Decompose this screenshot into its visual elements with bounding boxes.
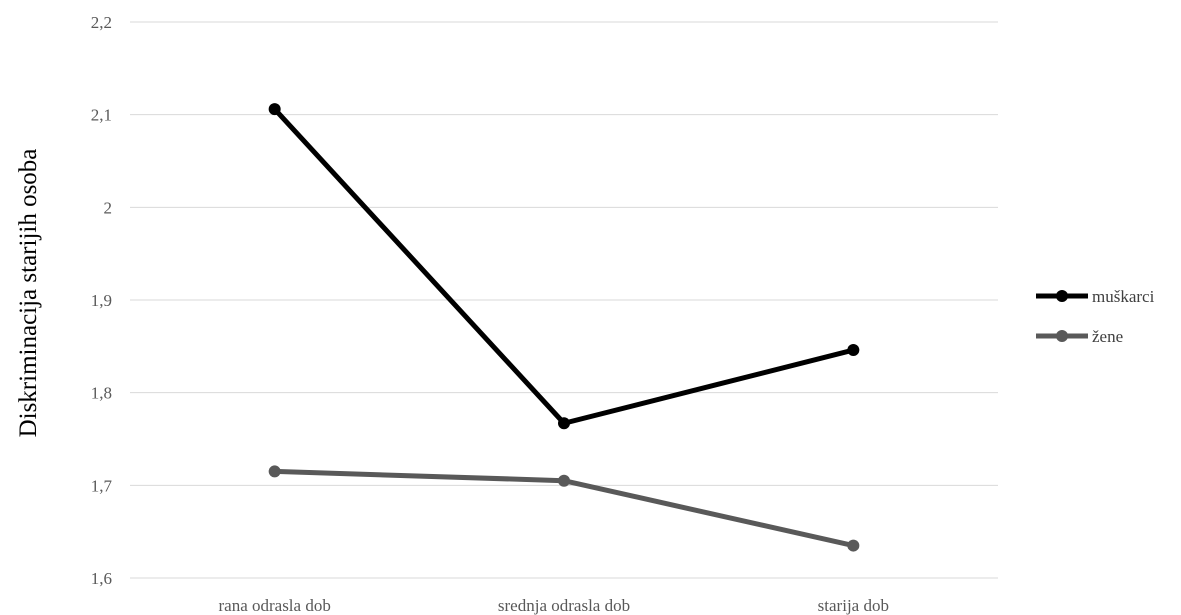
data-point — [268, 103, 281, 116]
legend-marker — [1056, 290, 1068, 302]
y-tick-label: 2 — [104, 198, 113, 217]
data-point — [847, 539, 860, 552]
data-point — [558, 417, 570, 430]
y-tick-label: 1,6 — [91, 569, 112, 588]
y-tick-label: 1,9 — [91, 291, 112, 310]
y-axis-label: Diskriminacija starijih osoba — [15, 149, 42, 438]
y-tick-label: 1,7 — [91, 476, 113, 495]
x-tick-label: srednja odrasla dob — [498, 596, 630, 615]
y-tick-label: 1,8 — [91, 384, 112, 403]
y-tick-label: 2,2 — [91, 13, 112, 32]
x-tick-label: rana odrasla dob — [218, 596, 330, 615]
legend-item: muškarci — [1036, 287, 1155, 306]
data-series — [268, 103, 860, 552]
legend: muškarci žene — [1036, 287, 1155, 346]
gridlines — [130, 21, 998, 579]
series-2 — [268, 465, 860, 552]
y-tick-label: 2,1 — [91, 106, 112, 125]
data-point — [847, 344, 860, 357]
legend-marker — [1056, 330, 1068, 342]
legend-item: žene — [1036, 327, 1123, 346]
series-line — [272, 106, 856, 426]
legend-label: žene — [1092, 327, 1123, 346]
legend-label: muškarci — [1092, 287, 1155, 306]
series-1 — [268, 103, 860, 430]
data-point — [268, 465, 281, 478]
y-axis-tick-labels: 1,6 1,7 1,8 1,9 2 2,1 2,2 — [91, 13, 113, 588]
x-axis-tick-labels: rana odrasla dob srednja odrasla dob stari… — [218, 596, 888, 615]
x-tick-label: starija dob — [818, 596, 889, 615]
data-point — [558, 474, 570, 487]
